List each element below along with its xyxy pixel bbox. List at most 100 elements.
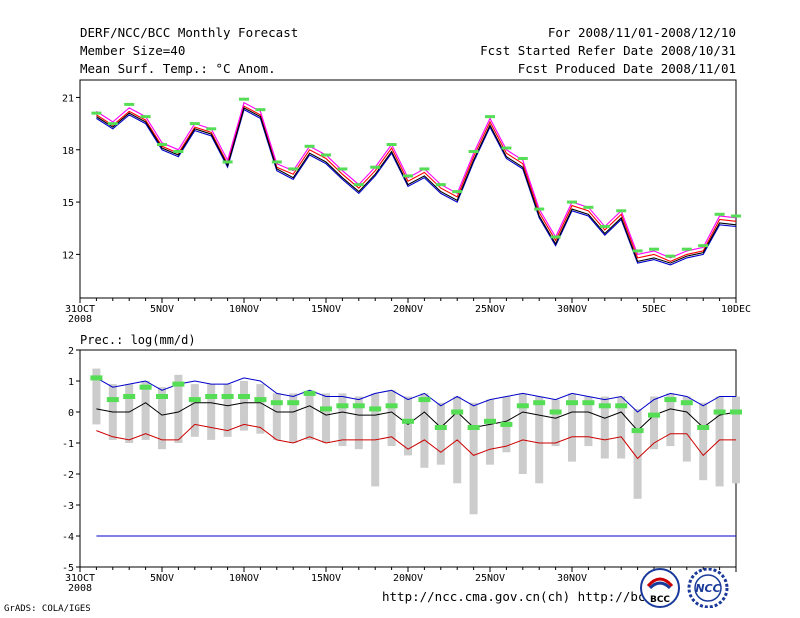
climatology-marker — [255, 108, 266, 112]
x-tick-label: 31OCT — [65, 573, 95, 584]
precip-variable-label: Prec.: log(mm/d) — [80, 333, 196, 347]
x-tick-label: 20NOV — [393, 304, 423, 315]
spread-box — [633, 408, 642, 499]
series-line-median — [96, 402, 737, 432]
climatology-marker — [320, 406, 332, 412]
climatology-marker — [353, 183, 364, 187]
chart-title: DERF/NCC/BCC Monthly Forecast — [80, 25, 299, 40]
climatology-marker — [188, 397, 201, 403]
member-size: Member Size=40 — [80, 43, 186, 58]
climatology-marker — [665, 254, 676, 258]
y-tick-label: 1 — [68, 377, 74, 388]
spread-box — [551, 399, 560, 447]
climatology-marker — [598, 403, 611, 409]
x-tick-label: 25NOV — [475, 304, 505, 315]
climatology-marker — [139, 384, 152, 390]
climatology-marker — [681, 247, 692, 251]
climatology-marker — [517, 156, 528, 160]
climatology-marker — [713, 409, 726, 415]
climatology-marker — [222, 160, 233, 164]
x-tick-label: 10NOV — [229, 573, 259, 584]
spread-box — [666, 393, 675, 447]
climatology-marker — [567, 200, 577, 204]
spread-box — [338, 393, 347, 447]
climatology-marker — [452, 190, 463, 194]
y-tick-label: 21 — [62, 93, 74, 104]
climatology-marker — [140, 115, 151, 119]
climatology-marker — [485, 115, 495, 119]
climatology-marker — [698, 244, 709, 248]
climatology-marker — [419, 167, 430, 171]
spread-box — [436, 402, 445, 465]
climatology-marker — [616, 209, 627, 213]
climatology-marker — [352, 403, 365, 409]
climatology-marker — [403, 174, 413, 178]
x-tick-label: 5DEC — [642, 304, 666, 315]
bcc-logo-text: BCC — [650, 595, 670, 605]
forecast-period: For 2008/11/01-2008/12/10 — [547, 25, 736, 40]
y-tick-label: 18 — [62, 146, 74, 157]
climatology-marker — [205, 394, 218, 399]
spread-box — [125, 384, 134, 443]
x-tick-label: 5NOV — [150, 573, 174, 584]
climatology-marker — [172, 381, 185, 387]
climatology-marker — [680, 400, 693, 406]
climatology-marker — [270, 400, 283, 406]
climatology-marker — [107, 122, 118, 126]
climatology-marker — [221, 394, 234, 399]
climatology-marker — [304, 144, 315, 148]
climatology-marker — [386, 143, 397, 147]
series-line-min — [96, 423, 736, 460]
spread-box — [420, 393, 429, 468]
x-tick-label: 25NOV — [475, 573, 505, 584]
bcc-logo-icon: BCC — [640, 568, 680, 608]
climatology-marker — [370, 165, 381, 169]
climatology-marker — [271, 160, 282, 164]
spread-box — [174, 374, 183, 443]
y-tick-label: -2 — [62, 470, 74, 481]
spread-box — [699, 402, 708, 481]
y-tick-label: -3 — [62, 501, 74, 512]
climatology-marker — [124, 102, 135, 106]
climatology-marker — [500, 421, 513, 427]
spread-box — [387, 390, 396, 447]
spread-box — [486, 399, 494, 465]
variable-label: Mean Surf. Temp.: °C Anom. — [80, 61, 276, 76]
climatology-marker — [385, 403, 398, 409]
spread-box — [92, 368, 101, 425]
precipitation-panel: -5 -4 -3 -2 -1 0 1 2 31OCT 5NOV 10NOV 15NOV 20NOV 25N… — [62, 346, 742, 594]
x-tick-label: 10DEC — [721, 304, 751, 315]
y-tick-label: 15 — [62, 198, 74, 209]
spread-box — [289, 393, 298, 443]
footer-url: http://ncc.cma.gov.cn(ch) http://bcc. — [382, 589, 661, 604]
spread-box — [682, 396, 691, 462]
y-tick-label: 12 — [62, 250, 74, 261]
climatology-marker — [418, 397, 431, 403]
bcc-logo: BCC — [640, 568, 680, 608]
x-tick-label: 30NOV — [557, 573, 587, 584]
spread-box — [617, 396, 626, 459]
y-tick-label: -1 — [62, 439, 74, 450]
spread-box — [322, 393, 330, 443]
spread-box — [584, 396, 593, 447]
climatology-marker — [534, 207, 545, 211]
climatology-marker — [550, 235, 561, 239]
climatology-marker — [599, 224, 610, 228]
climatology-marker — [288, 167, 299, 171]
spread-box — [535, 396, 544, 484]
ncc-logo: NCC — [684, 567, 732, 609]
climatology-marker — [516, 403, 529, 409]
climatology-marker — [435, 183, 446, 187]
climatology-marker — [664, 397, 677, 403]
spread-box — [469, 402, 478, 515]
climatology-marker — [549, 409, 562, 415]
climatology-marker — [254, 397, 267, 403]
climatology-marker — [501, 146, 512, 150]
climatology-marker — [615, 403, 628, 409]
spread-box — [568, 393, 576, 462]
series-line-max — [96, 377, 736, 413]
climatology-marker — [123, 394, 136, 399]
climatology-marker — [91, 111, 102, 115]
y-tick-label: -5 — [62, 563, 74, 574]
